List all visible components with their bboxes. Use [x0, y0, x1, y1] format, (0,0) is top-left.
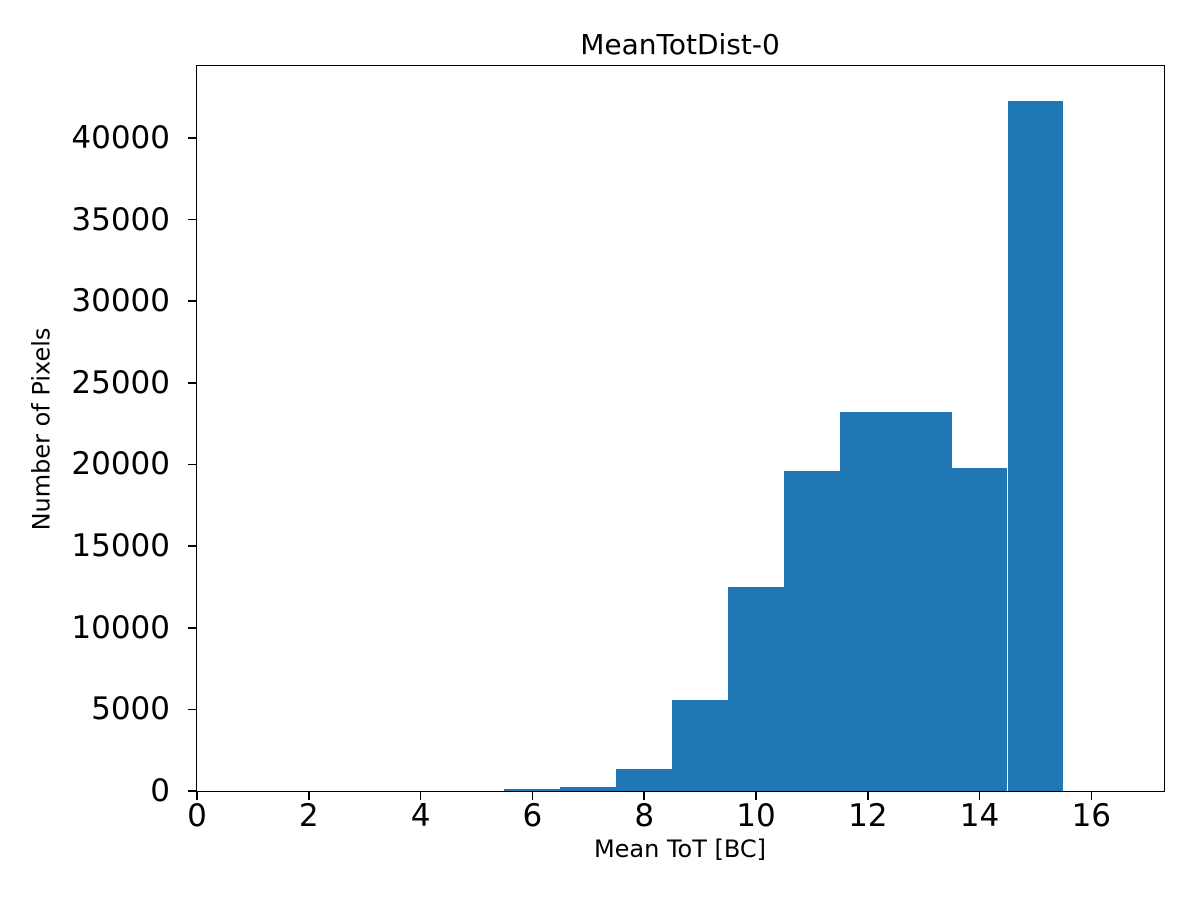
histogram-bar [1007, 100, 1064, 791]
histogram-bar [839, 412, 896, 791]
y-tick-label: 15000 [71, 528, 170, 565]
x-tick-label: 10 [736, 798, 776, 834]
y-tick-mark [188, 545, 196, 547]
x-tick-mark [196, 792, 198, 800]
y-tick-label: 25000 [71, 364, 170, 401]
y-tick-mark [188, 790, 196, 792]
x-tick-mark [978, 792, 981, 800]
histogram-bar [895, 412, 952, 791]
x-tick-mark [531, 792, 534, 800]
y-tick-mark [188, 137, 196, 139]
x-tick-label: 6 [522, 798, 543, 834]
x-tick-mark [419, 792, 422, 800]
y-tick-mark [188, 300, 196, 302]
y-tick-label: 0 [150, 773, 170, 809]
y-tick-label: 10000 [71, 609, 170, 646]
y-tick-mark [188, 708, 196, 711]
y-tick-label: 20000 [71, 446, 170, 483]
x-tick-label: 0 [187, 798, 207, 834]
histogram-bar [728, 586, 784, 791]
histogram-bar [672, 699, 728, 791]
y-tick-mark [188, 218, 196, 221]
y-tick-mark [188, 382, 196, 384]
x-tick-mark [643, 792, 645, 800]
y-tick-label: 35000 [71, 201, 170, 238]
histogram-bar [783, 471, 840, 791]
x-axis-label: Mean ToT [BC] [593, 835, 767, 863]
x-tick-mark [867, 792, 869, 800]
x-tick-label: 12 [848, 798, 888, 834]
histogram-bar [504, 789, 561, 791]
x-tick-mark [755, 792, 757, 800]
y-tick-label: 40000 [71, 119, 170, 156]
chart-title: MeanTotDist-0 [580, 28, 780, 61]
histogram-bar [616, 769, 673, 791]
x-tick-mark [1090, 792, 1093, 800]
y-tick-mark [188, 627, 196, 629]
y-tick-mark [188, 463, 196, 466]
x-tick-label: 8 [634, 798, 655, 834]
plot-area [197, 66, 1164, 791]
x-tick-label: 4 [410, 798, 431, 834]
x-tick-label: 2 [298, 798, 319, 834]
y-tick-label: 30000 [71, 283, 170, 320]
y-axis-label: Number of Pixels [27, 327, 56, 531]
x-tick-mark [308, 792, 310, 800]
y-tick-label: 5000 [91, 691, 170, 728]
x-tick-label: 16 [1071, 798, 1112, 834]
histogram-bar [951, 468, 1008, 791]
x-tick-label: 14 [959, 798, 1000, 834]
plot-spines [196, 65, 1165, 792]
histogram-bar [560, 786, 617, 791]
